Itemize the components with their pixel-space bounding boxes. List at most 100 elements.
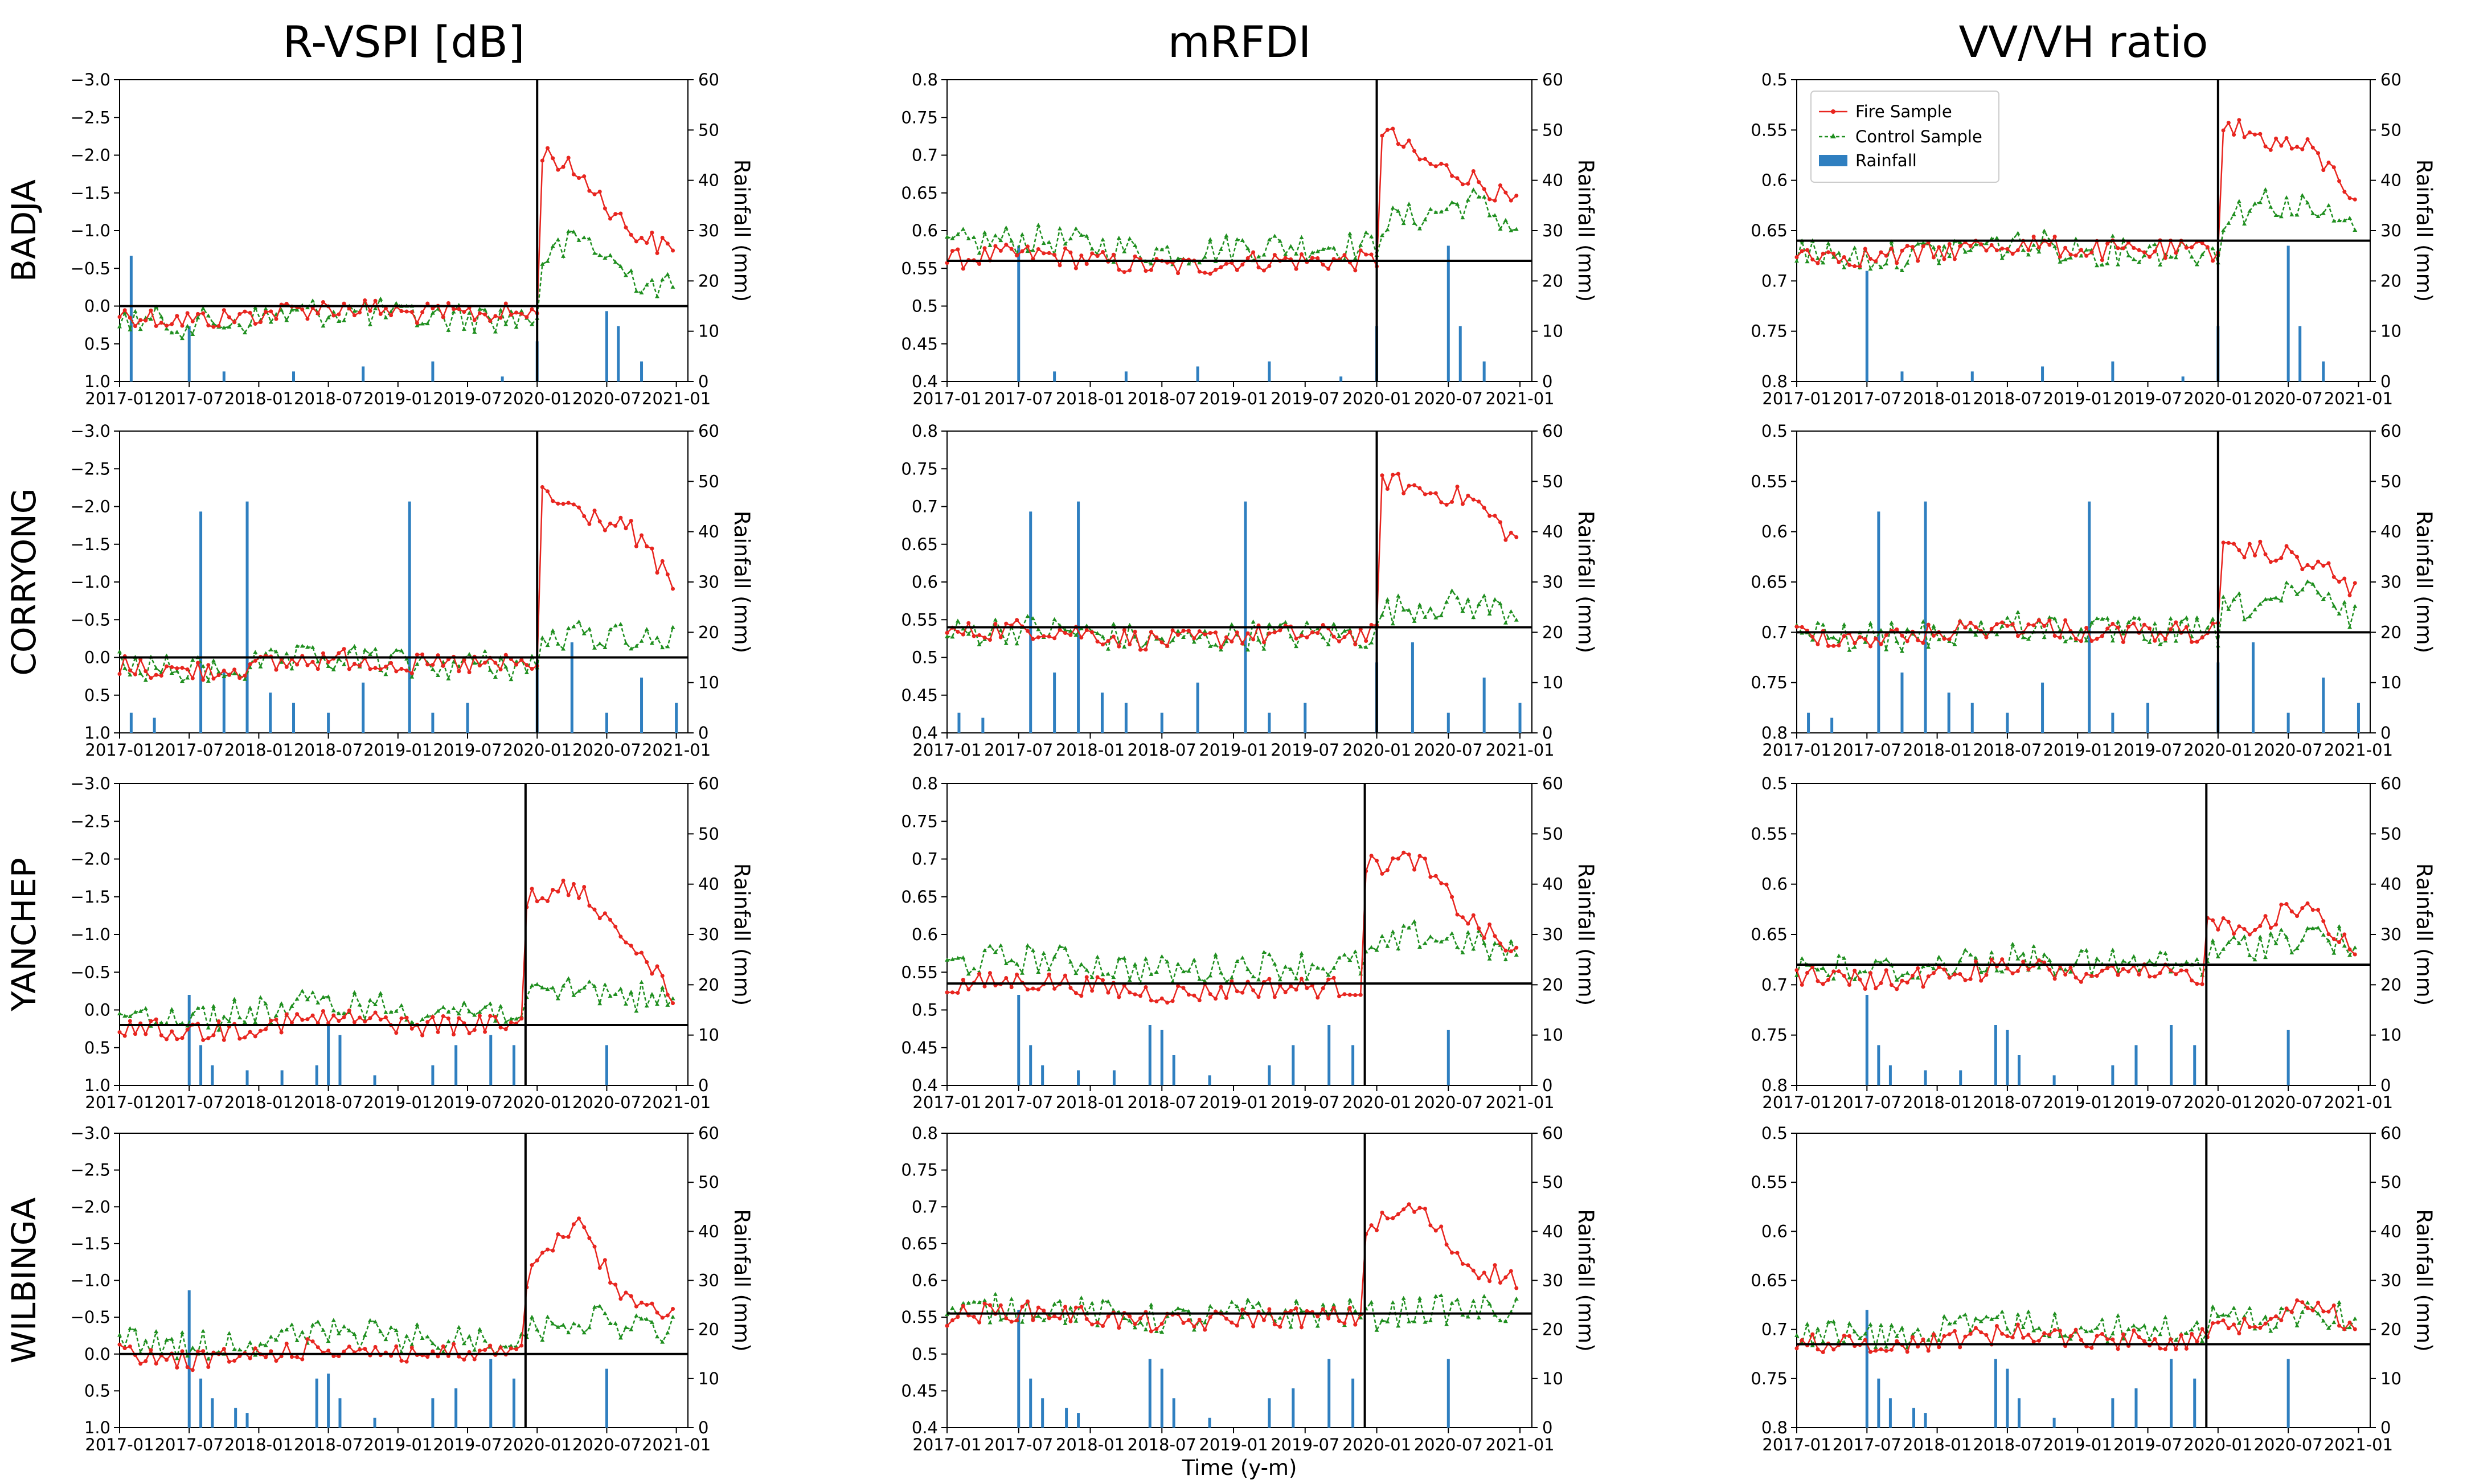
- fire-point: [2300, 1300, 2305, 1305]
- fire-point: [1509, 949, 1513, 954]
- control-point: [1310, 962, 1315, 966]
- fire-point: [665, 572, 670, 577]
- fire-point: [1958, 619, 1962, 624]
- fire-point: [546, 146, 550, 150]
- fire-point: [1493, 198, 1497, 203]
- fire-point: [2015, 634, 2020, 638]
- control-point: [2152, 242, 2157, 247]
- control-point: [373, 646, 378, 651]
- x-tick-label: 2018-07: [294, 389, 363, 408]
- left-tick-label: 0.0: [84, 297, 110, 316]
- fire-point: [1396, 142, 1400, 146]
- control-point: [441, 1005, 446, 1009]
- left-tick-label: 0.8: [912, 774, 938, 793]
- control-point: [597, 1303, 603, 1308]
- rain-bar: [1208, 1417, 1211, 1428]
- fire-point: [1245, 631, 1250, 636]
- control-point: [1815, 256, 1820, 260]
- fire-point: [237, 676, 242, 680]
- control-point: [331, 667, 336, 671]
- x-tick-label: 2020-01: [503, 389, 572, 408]
- fire-point: [2000, 1331, 2005, 1336]
- fire-point: [2326, 161, 2331, 165]
- fire-point: [1412, 483, 1417, 487]
- fire-point: [477, 311, 482, 315]
- fire-point: [2179, 1333, 2183, 1337]
- left-tick-label: 0.8: [912, 70, 938, 89]
- fire-point: [945, 990, 949, 995]
- fire-point: [1853, 264, 1857, 269]
- rain-bar: [1041, 1065, 1044, 1085]
- fire-series-line: [946, 1203, 1517, 1333]
- control-point: [535, 1327, 540, 1332]
- fire-point: [551, 888, 555, 892]
- fire-point: [1433, 491, 1438, 495]
- control-point: [436, 1009, 441, 1013]
- control-point: [1471, 615, 1476, 620]
- rain-bar: [2088, 501, 2091, 733]
- control-point: [1079, 232, 1084, 237]
- fire-point: [1401, 145, 1406, 149]
- right-tick-label: 40: [2380, 522, 2402, 542]
- x-tick-label: 2018-01: [1903, 740, 1972, 760]
- control-point: [487, 667, 493, 672]
- fire-point: [206, 1365, 211, 1370]
- fire-point: [597, 519, 602, 524]
- fire-point: [1482, 1270, 1486, 1275]
- control-point: [2121, 958, 2126, 963]
- control-point: [1052, 1301, 1057, 1306]
- fire-point: [1181, 986, 1186, 990]
- fire-point: [1460, 182, 1465, 187]
- control-point: [624, 1001, 629, 1006]
- fire-point: [2010, 252, 2015, 256]
- fire-point: [1208, 1315, 1212, 1319]
- control-point: [1847, 647, 1852, 652]
- fire-point: [462, 1357, 466, 1362]
- fire-point: [315, 311, 320, 316]
- control-point: [1509, 228, 1514, 232]
- column-title-1: R-VSPI [dB]: [282, 17, 524, 67]
- control-point: [2342, 218, 2347, 223]
- control-point: [1133, 962, 1138, 966]
- control-point: [1884, 957, 1889, 962]
- control-point: [1800, 956, 1805, 961]
- fire-point: [582, 884, 587, 889]
- control-point: [179, 336, 185, 341]
- control-point: [655, 1002, 660, 1006]
- control-point: [566, 1330, 571, 1335]
- fire-point: [1994, 622, 1999, 626]
- x-tick-label: 2021-01: [642, 740, 711, 760]
- left-tick-label: 0.8: [912, 1124, 938, 1143]
- control-point: [1294, 644, 1299, 649]
- x-tick-label: 2021-01: [1485, 389, 1554, 408]
- control-point: [2137, 1327, 2142, 1331]
- control-point: [169, 1337, 174, 1341]
- control-point: [1379, 233, 1384, 237]
- fire-point: [1979, 1330, 1984, 1335]
- control-point: [2137, 260, 2142, 264]
- fire-point: [373, 666, 378, 670]
- fire-point: [1853, 641, 1857, 645]
- rain-bar: [362, 366, 365, 382]
- fire-point: [618, 1297, 623, 1301]
- control-point: [2268, 204, 2273, 209]
- control-point: [1423, 1319, 1428, 1324]
- control-point: [1224, 639, 1229, 643]
- fire-point: [2342, 576, 2347, 581]
- fire-point: [1842, 1333, 1846, 1338]
- control-point: [1020, 1319, 1025, 1324]
- right-tick-label: 0: [1542, 723, 1552, 743]
- control-point: [237, 1015, 242, 1019]
- control-point: [2279, 598, 2284, 602]
- left-tick-label: 0.7: [1761, 1320, 1788, 1339]
- control-point: [1503, 957, 1508, 962]
- fire-point: [540, 1251, 544, 1255]
- fire-point: [2226, 920, 2231, 924]
- control-point: [2105, 1339, 2110, 1344]
- fire-point: [1958, 971, 1962, 976]
- fire-point: [1369, 252, 1374, 257]
- control-point: [268, 319, 273, 324]
- rain-bar: [1877, 1378, 1880, 1428]
- control-point: [2021, 248, 2026, 252]
- control-point: [1396, 208, 1401, 213]
